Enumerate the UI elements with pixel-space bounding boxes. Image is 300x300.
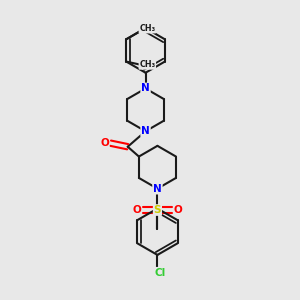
Text: CH₃: CH₃ — [139, 60, 155, 69]
Text: O: O — [100, 138, 109, 148]
Text: CH₃: CH₃ — [139, 24, 155, 33]
Text: O: O — [174, 205, 183, 215]
Text: Cl: Cl — [154, 268, 165, 278]
Text: N: N — [141, 83, 150, 94]
Text: S: S — [154, 205, 161, 215]
Text: N: N — [153, 184, 162, 194]
Text: N: N — [141, 126, 150, 136]
Text: O: O — [132, 205, 141, 215]
